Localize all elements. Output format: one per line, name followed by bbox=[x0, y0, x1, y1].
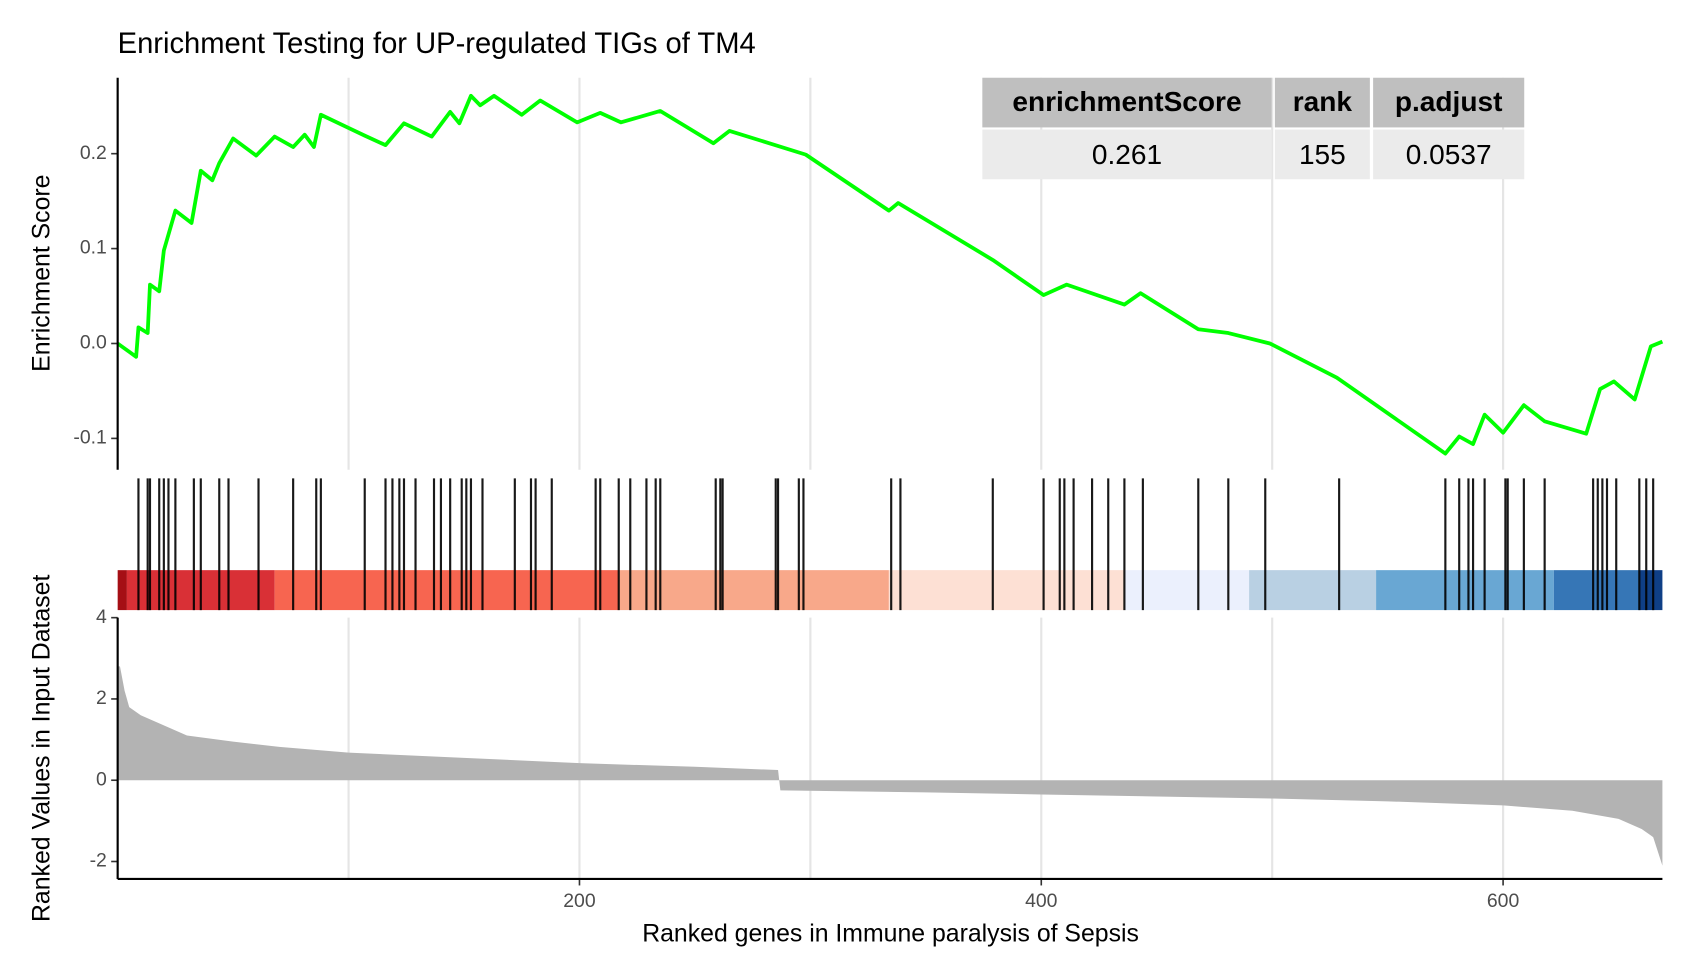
table-value: 0.261 bbox=[1092, 139, 1162, 170]
y-tick-label: 0 bbox=[96, 768, 107, 790]
chart-title: Enrichment Testing for UP-regulated TIGs… bbox=[118, 28, 756, 60]
x-tick-label: 600 bbox=[1487, 890, 1520, 912]
table-header: p.adjust bbox=[1395, 86, 1503, 117]
y-tick-label: -0.1 bbox=[73, 427, 106, 449]
color-band bbox=[1376, 570, 1554, 611]
color-band bbox=[1639, 570, 1663, 611]
color-band bbox=[1553, 570, 1640, 611]
table-header-cell bbox=[1373, 77, 1525, 128]
table-header-cell bbox=[982, 77, 1272, 128]
table-header: rank bbox=[1293, 86, 1353, 117]
x-tick-label: 400 bbox=[1025, 890, 1058, 912]
es-line bbox=[116, 93, 1664, 456]
table-header: enrichmentScore bbox=[1012, 86, 1241, 117]
y-axis-title: Enrichment Score bbox=[29, 175, 56, 372]
table-cell bbox=[1274, 129, 1370, 180]
table-value: 0.0537 bbox=[1406, 139, 1492, 170]
color-band bbox=[1249, 570, 1377, 611]
ranked-area bbox=[117, 666, 1663, 866]
color-band bbox=[117, 570, 127, 611]
y-tick-label: 0.2 bbox=[80, 142, 107, 164]
color-band bbox=[618, 570, 889, 611]
x-tick-label: 200 bbox=[563, 890, 596, 912]
color-band bbox=[888, 570, 1125, 611]
table-cell bbox=[982, 129, 1272, 180]
table-value: 155 bbox=[1299, 139, 1346, 170]
color-band bbox=[274, 570, 619, 611]
table-header-cell bbox=[1274, 77, 1370, 128]
y-axis-title: Ranked Values in Input Dataset bbox=[29, 575, 56, 923]
y-tick-label: 0.1 bbox=[80, 237, 107, 259]
y-tick-label: 2 bbox=[96, 687, 107, 709]
y-tick-label: -2 bbox=[90, 850, 107, 872]
x-axis-title: Ranked genes in Immune paralysis of Seps… bbox=[642, 921, 1139, 948]
y-tick-label: 4 bbox=[96, 606, 107, 628]
y-tick-label: 0.0 bbox=[80, 332, 107, 354]
table-cell bbox=[1373, 129, 1525, 180]
